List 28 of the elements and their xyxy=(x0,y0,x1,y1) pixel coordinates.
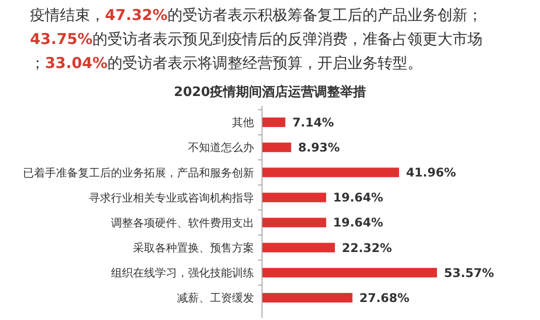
bar xyxy=(262,168,400,178)
y-tick-label: 寻求行业相关专业或咨询机构指导 xyxy=(89,191,254,204)
chart-title: 2020疫情期间酒店运营调整举措 xyxy=(174,84,366,100)
bar xyxy=(262,218,326,228)
text: 疫情结束，47.32%的受访者表示积极筹备复工后的产品业务创新； xyxy=(30,6,482,24)
text: 43.75%的受访者表示预见到疫情后的反弹消费，准备占领更大市场 xyxy=(30,30,482,48)
data-label: 19.64% xyxy=(333,190,384,205)
bar xyxy=(262,118,286,128)
y-tick-label: 不知道怎么办 xyxy=(188,141,254,154)
bar xyxy=(262,268,437,278)
bar xyxy=(262,142,292,152)
bar xyxy=(262,292,352,302)
y-tick-label: 已着手准备复工后的业务拓展，产品和服务创新 xyxy=(23,166,254,180)
data-label: 22.32% xyxy=(342,240,392,255)
data-label: 19.64% xyxy=(333,216,384,230)
data-label: 8.93% xyxy=(298,140,340,155)
y-tick-label: 其他 xyxy=(232,116,254,130)
y-tick-label: 组织在线学习，强化技能训练 xyxy=(111,266,254,280)
data-label: 53.57% xyxy=(444,266,494,280)
y-tick-label: 调整各项硬件、软件费用支出 xyxy=(111,216,254,230)
text: ；33.04%的受访者表示将调整经营预算，开启业务转型。 xyxy=(30,54,422,72)
data-label: 41.96% xyxy=(406,166,456,180)
data-label: 7.14% xyxy=(292,115,334,130)
bar xyxy=(262,192,326,202)
data-label: 27.68% xyxy=(359,290,410,305)
bar xyxy=(262,242,335,252)
y-tick-label: 减薪、工资缓发 xyxy=(177,292,254,305)
y-tick-label: 采取各种置换、预售方案 xyxy=(133,241,254,254)
